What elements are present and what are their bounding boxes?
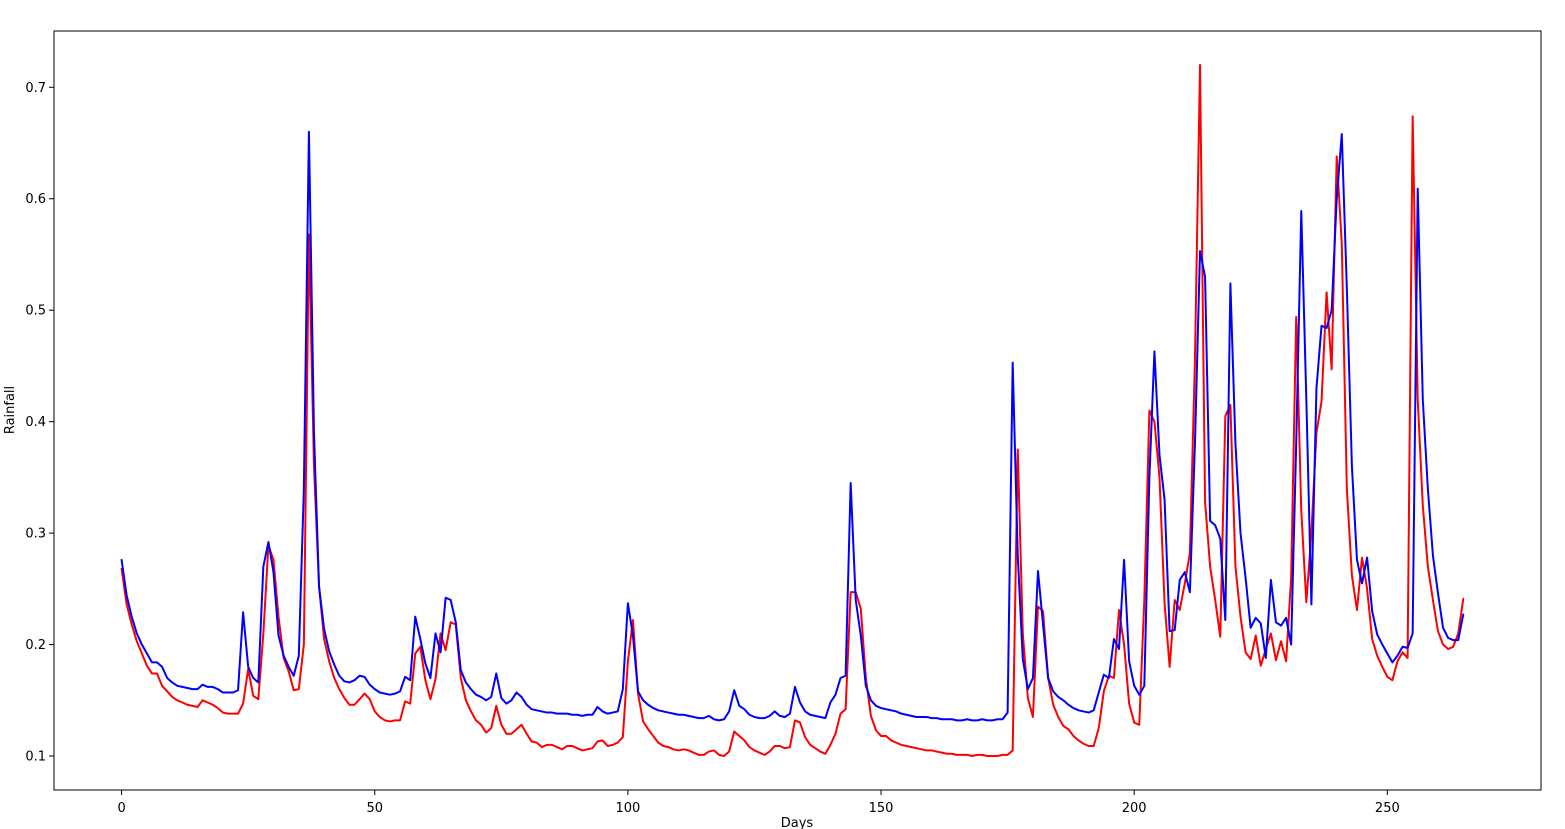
- y-tick-label: 0.2: [25, 638, 46, 653]
- x-tick-label: 250: [1375, 801, 1400, 816]
- x-tick-label: 150: [869, 801, 894, 816]
- y-tick-label: 0.4: [25, 415, 46, 430]
- x-tick-label: 200: [1122, 801, 1147, 816]
- series-line-1: [120, 63, 1465, 758]
- y-tick-label: 0.3: [25, 527, 46, 542]
- plot-frame: [53, 30, 1542, 791]
- x-tick-label: 50: [366, 801, 383, 816]
- series-line-2: [120, 130, 1465, 722]
- y-tick-label: 0.6: [25, 192, 46, 207]
- x-axis-label: Days: [781, 816, 814, 829]
- y-tick-label: 0.5: [25, 304, 46, 319]
- series-layer: [120, 63, 1465, 758]
- y-axis-ticks: 0.1 0.2 0.3 0.4 0.5 0.6 0.7: [25, 81, 54, 765]
- x-tick-label: 0: [117, 801, 125, 816]
- y-tick-label: 0.7: [25, 81, 46, 96]
- y-tick-label: 0.1: [25, 750, 46, 765]
- x-axis-ticks: 0 50 100 150 200 250: [117, 790, 1400, 816]
- y-axis-label: Rainfall: [3, 386, 18, 434]
- x-tick-label: 100: [615, 801, 640, 816]
